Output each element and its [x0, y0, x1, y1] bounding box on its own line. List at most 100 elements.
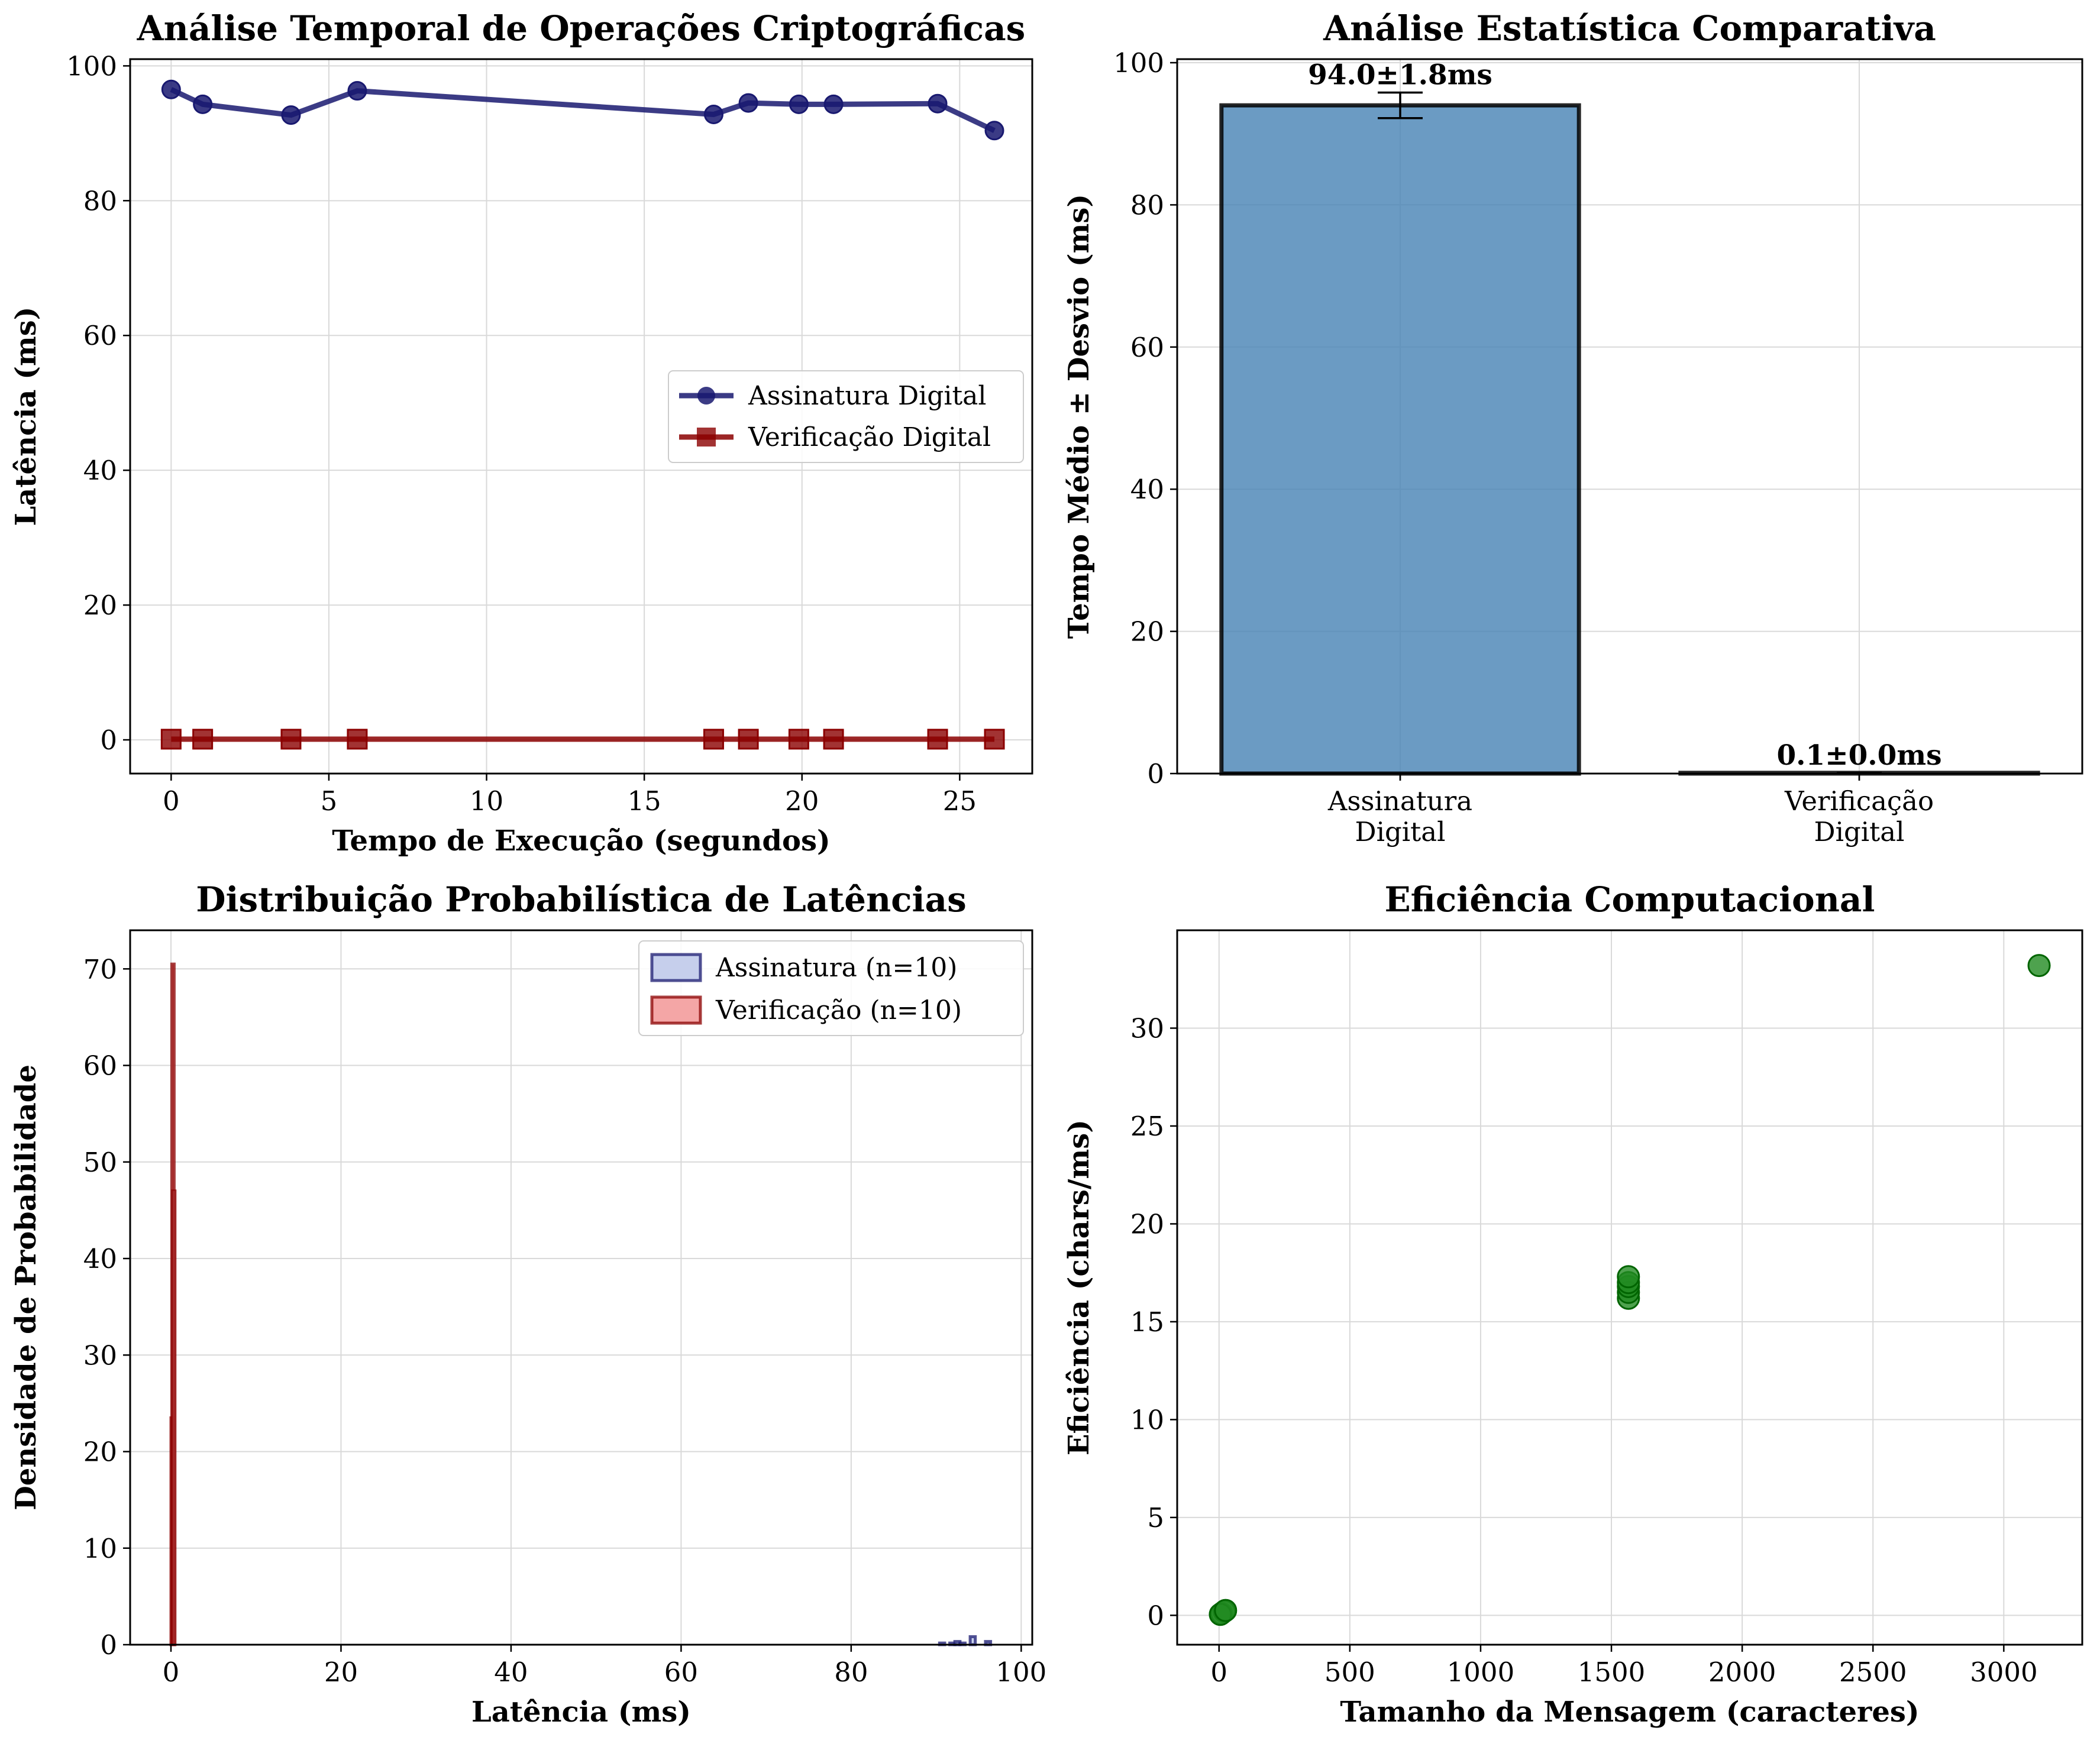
legend-marker — [697, 428, 716, 447]
data-point — [192, 729, 214, 750]
y-axis-label: Tempo Médio ± Desvio (ms) — [1062, 194, 1096, 639]
series-line-assinatura — [170, 87, 996, 133]
axes-frame — [1176, 929, 2083, 1646]
axes-frame — [129, 929, 1033, 1646]
histogram-bin-verificacao — [171, 1189, 177, 1646]
scatter-point — [1617, 1265, 1640, 1289]
y-tick-label: 80 — [83, 185, 117, 216]
x-tick-label: 80 — [834, 1657, 868, 1688]
y-tick-label: 20 — [1130, 1208, 1164, 1240]
data-point — [927, 729, 948, 750]
legend-label: Assinatura Digital — [748, 381, 986, 411]
panel-latency-distribution: 0 20 40 60 80 100 0 10 20 30 40 50 60 70 Distribuição … — [9, 879, 1046, 1729]
x-tick-label: 0 — [163, 785, 180, 817]
x-axis-label: Tamanho da Mensagem (caracteres) — [1340, 1696, 1919, 1729]
x-tick-label: 100 — [996, 1657, 1046, 1688]
data-point — [788, 729, 809, 750]
legend-box — [638, 940, 1024, 1036]
x-tick-label: 1500 — [1578, 1657, 1646, 1688]
legend-label: Assinatura (n=10) — [715, 953, 957, 983]
legend-label: Verificação (n=10) — [715, 995, 962, 1025]
x-tick-label: 5 — [321, 785, 338, 817]
legend-label: Verificação Digital — [748, 422, 991, 452]
y-tick-label: 100 — [66, 50, 117, 82]
data-point — [703, 729, 724, 750]
x-tick-label: 10 — [470, 785, 503, 817]
data-point — [789, 94, 809, 114]
y-tick-label: 10 — [83, 1533, 117, 1564]
histogram-bin-assinatura — [968, 1635, 977, 1646]
data-point — [281, 105, 301, 125]
axes-frame — [1176, 58, 2083, 775]
y-axis-label: Densidade de Probabilidade — [9, 1065, 43, 1510]
data-label: 94.0±1.8ms — [1308, 59, 1492, 91]
x-tick-label: 20 — [324, 1657, 358, 1688]
scatter-point — [2027, 954, 2051, 978]
data-point — [280, 729, 302, 750]
data-point — [193, 94, 213, 114]
data-point — [984, 121, 1004, 141]
x-axis-label: Latência (ms) — [471, 1696, 691, 1729]
x-tick-label: Verificação — [1784, 785, 1934, 817]
panel-temporal-analysis: 0 5 10 15 20 25 0 20 40 60 80 100 Análise Temporal d… — [9, 8, 1033, 858]
y-tick-label: 0 — [100, 1629, 117, 1661]
legend-box — [668, 370, 1024, 463]
y-tick-label: 0 — [1147, 758, 1164, 790]
legend-marker — [697, 387, 715, 405]
panel-computational-efficiency: 0 500 1000 1500 2000 2500 3000 0 5 10 15 20 25 30 Efic… — [1062, 879, 2083, 1729]
y-tick-label: 20 — [83, 590, 117, 621]
y-tick-label: 25 — [1130, 1111, 1164, 1142]
legend-swatch — [650, 995, 702, 1025]
scatter-point — [1214, 1599, 1238, 1622]
data-point — [738, 729, 759, 750]
x-tick-label: 2000 — [1708, 1657, 1776, 1688]
bar-assinatura — [1219, 103, 1581, 776]
y-tick-label: 30 — [1130, 1012, 1164, 1044]
chart-title: Eficiência Computacional — [1384, 879, 1875, 920]
y-tick-label: 40 — [83, 1243, 117, 1274]
y-tick-label: 50 — [83, 1147, 117, 1178]
chart-title: Análise Temporal de Operações Criptográf… — [137, 8, 1026, 48]
data-point — [703, 104, 723, 124]
y-axis-label: Latência (ms) — [9, 307, 43, 526]
data-point — [928, 93, 948, 114]
y-tick-label: 60 — [1130, 332, 1164, 363]
y-tick-label: 0 — [1147, 1600, 1164, 1631]
x-tick-label: 25 — [943, 785, 977, 817]
x-tick-label: 500 — [1324, 1657, 1375, 1688]
y-tick-label: 40 — [83, 455, 117, 486]
data-point — [984, 729, 1005, 750]
x-tick-label: 60 — [664, 1657, 698, 1688]
y-tick-label: 40 — [1130, 474, 1164, 505]
y-tick-label: 70 — [83, 953, 117, 985]
x-tick-label: 3000 — [1970, 1657, 2038, 1688]
y-tick-label: 10 — [1130, 1404, 1164, 1435]
y-tick-label: 0 — [100, 724, 117, 756]
y-tick-label: 5 — [1147, 1502, 1164, 1534]
data-point — [738, 93, 758, 113]
y-tick-label: 20 — [83, 1437, 117, 1468]
data-point — [160, 729, 182, 750]
chart-title: Distribuição Probabilística de Latências — [196, 879, 967, 920]
y-tick-label: 100 — [1113, 47, 1164, 79]
x-tick-label: Assinatura — [1327, 785, 1472, 817]
x-tick-label: 2500 — [1839, 1657, 1907, 1688]
data-point — [161, 79, 181, 99]
x-tick-label: 1000 — [1447, 1657, 1515, 1688]
data-point — [823, 729, 844, 750]
y-tick-label: 30 — [83, 1340, 117, 1371]
chart-title: Análise Estatística Comparativa — [1323, 8, 1936, 48]
axes-frame — [129, 58, 1033, 775]
x-tick-label: 15 — [628, 785, 661, 817]
x-tick-label: 40 — [494, 1657, 528, 1688]
y-tick-label: 80 — [1130, 189, 1164, 221]
y-axis-label: Eficiência (chars/ms) — [1062, 1120, 1096, 1455]
x-tick-label: 20 — [785, 785, 819, 817]
x-tick-label: 0 — [163, 1657, 180, 1688]
x-axis-label: Tempo de Execução (segundos) — [332, 824, 831, 858]
data-point — [347, 729, 368, 750]
panel-statistical-comparison: 94.0±1.8msAssinaturaDigital0.1±0.0msVeri… — [1062, 8, 2083, 847]
data-label: 0.1±0.0ms — [1776, 739, 1941, 772]
y-tick-label: 20 — [1130, 616, 1164, 648]
